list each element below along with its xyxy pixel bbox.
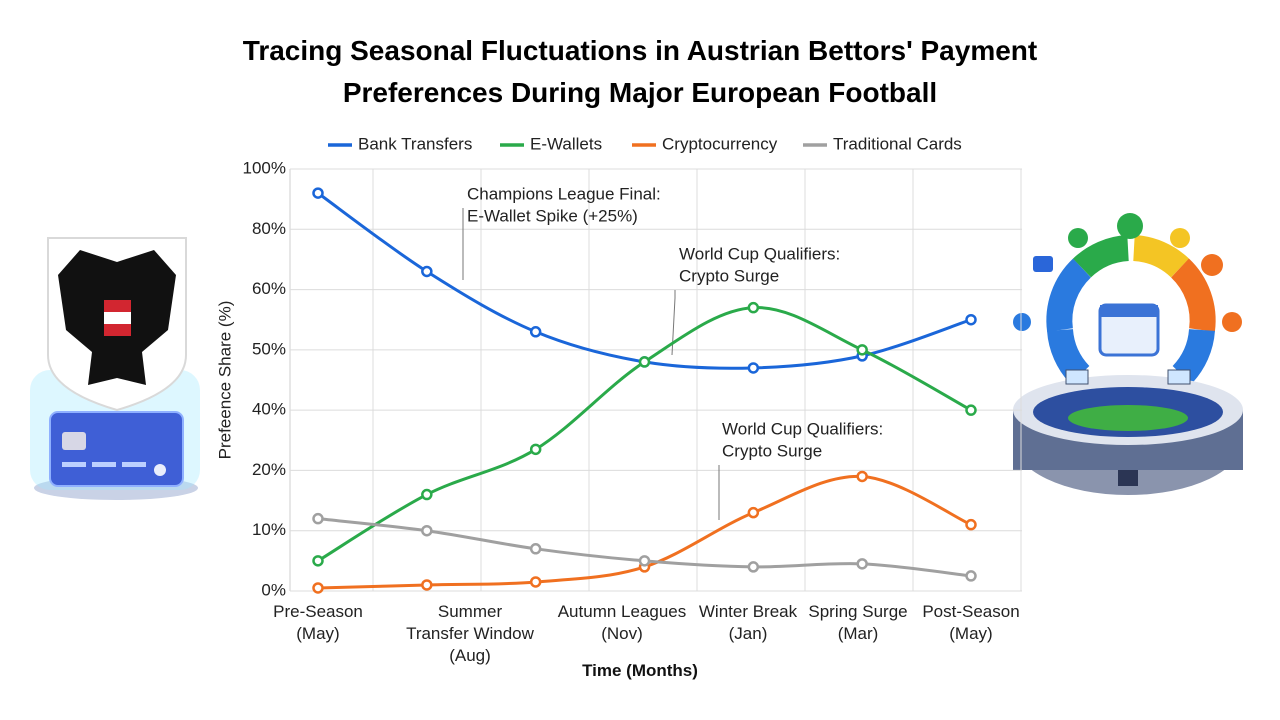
y-tick-label: 40%	[252, 400, 286, 419]
legend-label: Traditional Cards	[833, 134, 962, 153]
coin	[1201, 254, 1223, 276]
data-point	[747, 301, 760, 314]
annotation: World Cup Qualifiers:	[722, 419, 883, 438]
y-tick-label: 10%	[252, 520, 286, 539]
data-point	[421, 488, 433, 501]
legend-label: Cryptocurrency	[662, 134, 778, 153]
card-chip	[62, 432, 86, 450]
data-point	[312, 582, 324, 594]
coin	[1068, 228, 1088, 248]
data-point	[421, 579, 433, 591]
card-logo	[154, 464, 166, 476]
data-point	[747, 506, 760, 519]
ring-segment	[1072, 235, 1130, 278]
data-point	[965, 518, 977, 531]
ring-segment	[1132, 235, 1190, 278]
data-point	[856, 558, 868, 570]
x-tick-label: Pre-Season (May)	[273, 602, 363, 643]
data-point	[421, 524, 433, 537]
legend-label: Bank Transfers	[358, 134, 472, 153]
x-tick-label: Winter Break (Jan)	[698, 602, 798, 643]
calendar-top	[1100, 305, 1158, 317]
y-axis-title: Prefeence Share (%)	[215, 301, 234, 460]
ring-segment	[1170, 258, 1216, 332]
data-point	[312, 187, 324, 199]
y-tick-label: 20%	[252, 460, 286, 479]
series-line	[317, 191, 972, 370]
annotation: Champions League Final:	[467, 184, 661, 203]
data-point	[965, 313, 977, 326]
card	[49, 411, 184, 487]
data-point	[312, 555, 324, 567]
x-axis-title: Time (Months)	[582, 661, 698, 680]
y-tick-label: 50%	[252, 339, 286, 358]
data-point	[312, 512, 324, 525]
data-point	[965, 570, 977, 582]
y-tick-label: 60%	[252, 279, 286, 298]
y-tick-label: 0%	[261, 580, 286, 599]
data-point	[421, 265, 433, 278]
data-point	[529, 543, 542, 555]
y-tick-label: 100%	[243, 158, 286, 177]
shield-band	[104, 312, 131, 324]
gate	[1118, 470, 1138, 486]
data-point	[638, 555, 651, 567]
coin	[1117, 213, 1143, 239]
coin	[1170, 228, 1190, 248]
data-point	[747, 561, 760, 573]
data-point	[965, 404, 977, 416]
data-point	[747, 362, 760, 374]
annotation-line	[671, 290, 676, 356]
legend-label: E-Wallets	[530, 134, 602, 153]
data-point	[529, 443, 542, 456]
annotation: Crypto Surge	[722, 441, 822, 460]
data-point	[638, 356, 651, 368]
ring-segment	[1046, 258, 1092, 332]
data-point	[529, 326, 542, 338]
coin	[1222, 312, 1242, 332]
x-tick-label: Spring Surge (Mar)	[808, 602, 908, 643]
x-tick-label: Post-Season (May)	[922, 602, 1020, 643]
x-tick-label: Summer Transfer Window (Aug)	[406, 602, 534, 665]
card-line	[92, 462, 116, 467]
annotation: World Cup Qualifiers:	[679, 244, 840, 263]
node	[1013, 313, 1031, 331]
floodlight	[1167, 369, 1191, 385]
annotation: Crypto Surge	[679, 266, 779, 285]
wallet	[1033, 256, 1053, 272]
data-point	[856, 470, 868, 483]
data-point	[529, 576, 542, 588]
pitch	[1068, 405, 1188, 431]
card-line	[62, 462, 86, 467]
data-point	[856, 344, 868, 356]
chart-title: Tracing Seasonal Fluctuations in Austria…	[242, 35, 1038, 108]
ring	[1046, 235, 1216, 385]
card-line	[122, 462, 146, 467]
annotation: E-Wallet Spike (+25%)	[467, 206, 638, 225]
y-tick-label: 80%	[252, 219, 286, 238]
floodlight	[1065, 369, 1089, 385]
x-tick-label: Autumn Leagues (Nov)	[557, 602, 687, 643]
